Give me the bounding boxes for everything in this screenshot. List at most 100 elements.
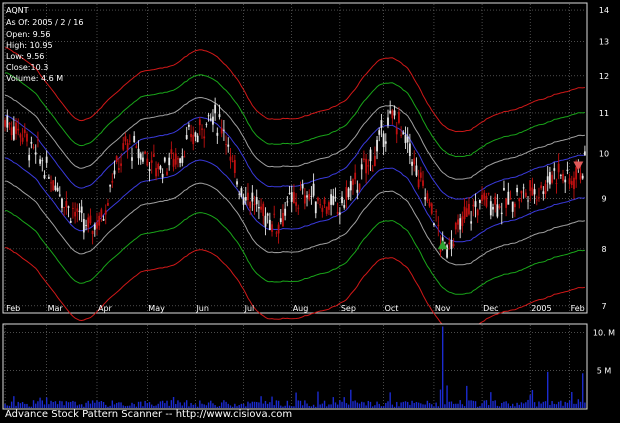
candle-body: [299, 188, 302, 190]
quote-info: AQNT As Of: 2005 / 2 / 16 Open: 9.56 Hig…: [6, 6, 83, 83]
candle-body: [398, 111, 400, 123]
candle-body: [293, 192, 295, 204]
candle-body: [74, 211, 77, 217]
candle-body: [124, 136, 127, 142]
candle-body: [468, 203, 470, 215]
candle-body: [321, 207, 324, 212]
candle-body: [341, 196, 343, 203]
candle-body: [465, 208, 468, 217]
candle-body: [459, 218, 462, 230]
candle-body: [400, 134, 403, 136]
candle-body: [190, 133, 192, 138]
candle-body: [369, 149, 372, 162]
candle-body: [470, 221, 473, 224]
candle-body: [566, 169, 569, 171]
candle-body: [6, 115, 9, 128]
candle-body: [271, 224, 273, 232]
candle-body: [85, 225, 87, 226]
candle-body: [28, 154, 31, 161]
candle-body: [212, 116, 214, 125]
candle-body: [133, 135, 136, 143]
y-tick-label: 13: [599, 38, 609, 47]
candle-body: [513, 203, 516, 208]
candle-body: [310, 196, 313, 197]
candle-body: [194, 132, 197, 137]
candle-body: [172, 158, 175, 167]
candle-body: [257, 207, 260, 209]
candle-body: [264, 215, 267, 227]
candle-body: [330, 194, 333, 205]
candle-body: [441, 237, 444, 243]
candle-body: [144, 151, 147, 155]
candle-body: [15, 122, 17, 134]
candle-body: [334, 197, 337, 199]
candle-body: [378, 130, 381, 135]
candle-body: [551, 174, 553, 183]
as-of-label: As Of: 2005 / 2 / 16: [6, 18, 83, 27]
candle-body: [446, 245, 448, 258]
y-tick-label: 12: [599, 72, 609, 81]
candle-body: [262, 203, 265, 217]
candle-body: [284, 208, 287, 216]
candle-body: [242, 197, 245, 205]
candle-body: [498, 206, 501, 208]
x-tick-label: Dec: [483, 304, 498, 313]
candle-body: [443, 242, 446, 244]
candle-body: [168, 157, 171, 166]
candle-body: [122, 143, 125, 150]
candle-body: [531, 187, 534, 196]
candle-body: [131, 157, 133, 161]
candle-body: [483, 192, 486, 200]
candle-body: [535, 199, 538, 201]
buy-arrow-icon: [437, 240, 448, 250]
candle-body: [356, 189, 359, 193]
candle-body: [96, 222, 98, 229]
candle-body: [437, 224, 440, 226]
candle-body: [461, 216, 464, 226]
candle-body: [170, 149, 173, 154]
y-tick-label: 10: [599, 150, 609, 159]
candle-body: [58, 194, 61, 196]
candle-body: [290, 192, 293, 202]
candle-body: [472, 204, 475, 207]
candle-body: [282, 212, 284, 227]
candle-body: [45, 156, 48, 163]
candle-body: [218, 114, 221, 118]
candle-body: [564, 179, 567, 183]
candle-body: [478, 200, 481, 203]
candle-body: [573, 177, 575, 190]
candle-body: [323, 199, 326, 204]
candle-body: [503, 187, 505, 191]
x-tick-label: May: [148, 304, 165, 313]
candle-body: [363, 158, 365, 160]
candle-body: [207, 115, 210, 117]
candle-body: [115, 156, 118, 162]
candle-body: [32, 146, 35, 148]
candle-body: [50, 182, 52, 184]
candle-body: [54, 185, 57, 190]
candle-body: [120, 163, 122, 166]
candle-body: [109, 184, 112, 187]
band-mid-upper: [5, 94, 585, 180]
candle-body: [579, 172, 582, 180]
volume-tick-label: 5 M: [597, 366, 612, 375]
band-green-lower: [5, 210, 586, 295]
candle-body: [319, 204, 322, 206]
candle-body: [487, 192, 490, 194]
candle-body: [65, 201, 68, 208]
candle-body: [157, 163, 160, 170]
candle-body: [347, 188, 350, 198]
candle-body: [538, 197, 540, 199]
x-tick-label: Aug: [293, 304, 309, 313]
candle-body: [39, 159, 42, 164]
x-tick-label: Mar: [48, 304, 64, 313]
candle-body: [301, 184, 304, 189]
candle-body: [509, 198, 512, 200]
candle-body: [4, 120, 6, 127]
candle-body: [303, 195, 306, 204]
candle-body: [360, 164, 363, 170]
candle-body: [98, 215, 101, 226]
candle-body: [161, 173, 164, 178]
candle-body: [387, 117, 389, 126]
candle-body: [205, 124, 208, 126]
